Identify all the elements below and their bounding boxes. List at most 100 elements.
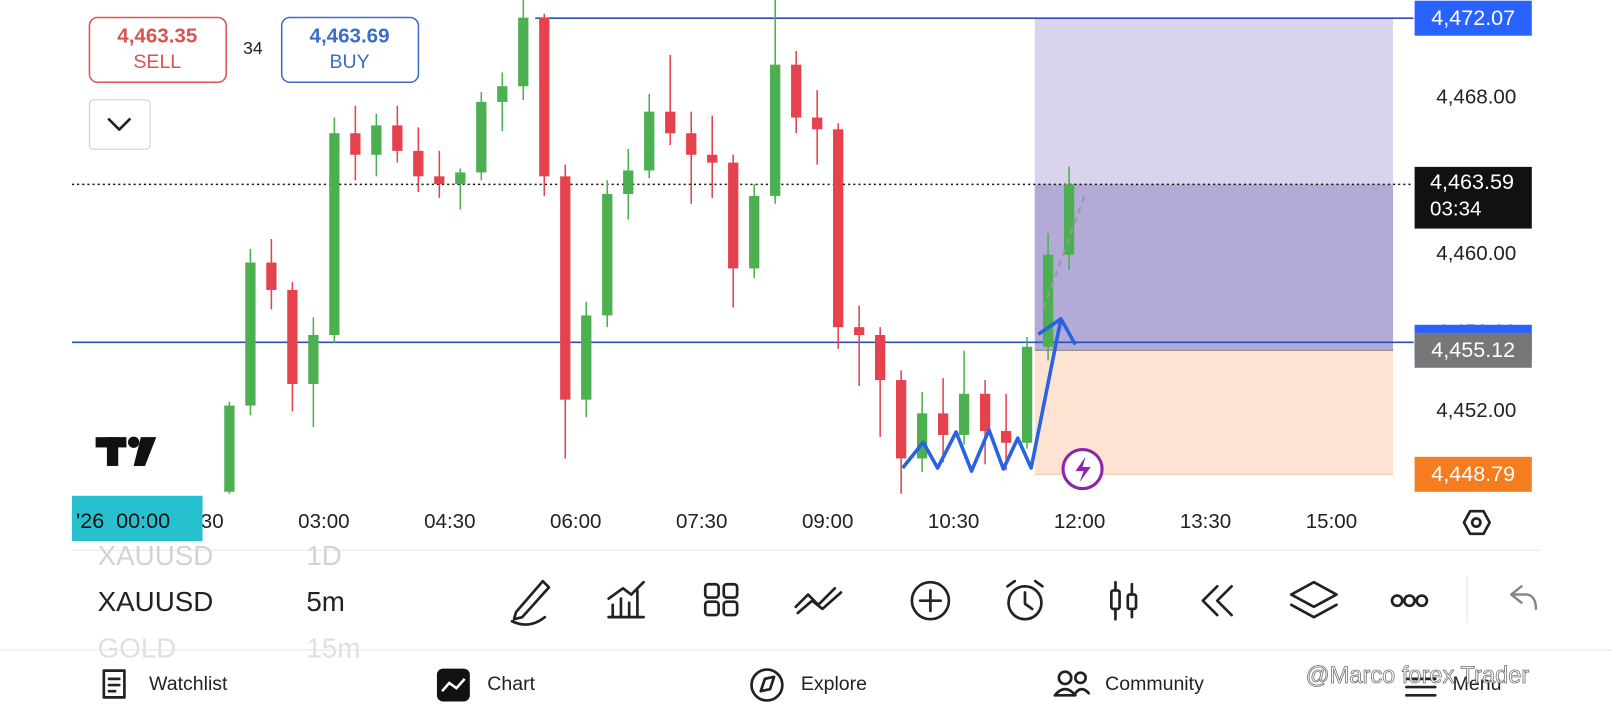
- price-badge-label: 4,472.07: [1431, 5, 1515, 30]
- candle-body: [413, 150, 424, 177]
- candle-body: [266, 262, 277, 290]
- candle-body: [455, 172, 466, 185]
- layout-tool[interactable]: [703, 582, 739, 617]
- nav-item[interactable]: Watchlist: [149, 673, 228, 695]
- sell-label: SELL: [133, 51, 181, 73]
- more-tool[interactable]: [1390, 594, 1429, 608]
- candle-body: [560, 176, 571, 400]
- candle-body: [728, 162, 739, 269]
- last-price-badge: [1414, 166, 1532, 229]
- candle-body: [770, 64, 781, 196]
- nav-icons: [102, 668, 1437, 702]
- nav-item[interactable]: Explore: [801, 673, 867, 695]
- x-tick-label: 13:30: [1180, 510, 1231, 533]
- buy-label: BUY: [329, 51, 369, 73]
- arrow-head: [1037, 317, 1062, 336]
- y-tick-label: 4,468.00: [1436, 85, 1516, 108]
- candle-body: [749, 195, 760, 269]
- candle-body: [812, 117, 823, 130]
- spread: 34: [243, 38, 263, 58]
- candle-body: [224, 405, 235, 492]
- community-icon[interactable]: [1053, 670, 1091, 697]
- candle-body: [518, 17, 529, 87]
- candle-body: [791, 64, 802, 118]
- candle-body: [1042, 254, 1054, 347]
- symbol[interactable]: XAUUSD: [98, 586, 214, 617]
- watermark: @Marco forex Trader: [1306, 663, 1530, 689]
- watchlist-icon[interactable]: [102, 669, 126, 699]
- candle-body: [497, 86, 508, 102]
- collapse-button[interactable]: [88, 99, 151, 150]
- candle-body: [371, 125, 382, 155]
- explore-icon[interactable]: [750, 668, 784, 702]
- settings-dot: [1470, 517, 1482, 528]
- candle-body: [1063, 184, 1075, 255]
- candle-body: [916, 413, 928, 459]
- price-badge-label: 4,448.79: [1431, 461, 1515, 486]
- nav-item[interactable]: Menu: [1453, 673, 1502, 695]
- candle-body: [979, 393, 991, 432]
- price-badge: [1414, 456, 1532, 492]
- candle-body: [434, 176, 445, 185]
- chevron-icon: [107, 117, 131, 131]
- tv-logo: [95, 436, 157, 466]
- layers-tool[interactable]: [1289, 580, 1338, 619]
- symbol-prev[interactable]: XAUUSD: [98, 540, 214, 571]
- candle-body: [937, 413, 949, 435]
- sell-button[interactable]: [88, 16, 227, 84]
- buy-price: 4,463.69: [310, 24, 390, 47]
- chart-icon-line: [441, 678, 466, 693]
- candle-body: [686, 133, 697, 155]
- interval-next[interactable]: 15m: [306, 632, 360, 663]
- candle-body: [644, 111, 655, 171]
- candle-body: [707, 154, 718, 163]
- y-tick-label: 4,460.00: [1436, 242, 1516, 265]
- candle-body: [350, 133, 361, 155]
- candle-body: [329, 133, 340, 336]
- interval[interactable]: 5m: [306, 586, 345, 617]
- sell-price: 4,463.35: [117, 24, 197, 47]
- last-price-label: 4,463.59: [1430, 169, 1514, 194]
- candles-tool[interactable]: [1109, 580, 1138, 621]
- time-label: '26 00:00: [76, 508, 170, 533]
- draw-tool[interactable]: [510, 579, 551, 626]
- settings-icon[interactable]: [1462, 509, 1491, 536]
- price-badge-label: 4,455.12: [1431, 337, 1515, 362]
- undo-tool[interactable]: [1510, 585, 1538, 611]
- projection-line: [1042, 195, 1086, 309]
- alarm-tool[interactable]: [1006, 579, 1044, 621]
- x-tick-label: 10:30: [928, 510, 979, 533]
- x-tick-label: 04:30: [424, 510, 475, 533]
- price-badge: [1414, 332, 1532, 368]
- indicators-tool[interactable]: [607, 580, 645, 619]
- candle-body: [287, 289, 298, 384]
- replay-tool[interactable]: [1201, 584, 1233, 617]
- candle-body: [665, 111, 676, 134]
- candle-body: [833, 129, 844, 328]
- candle-body: [1000, 431, 1012, 443]
- nav-item[interactable]: Community: [1105, 673, 1204, 695]
- candle-body: [1021, 346, 1033, 443]
- x-tick-label: 07:30: [676, 510, 727, 533]
- y-tick-label: 4,452.00: [1436, 399, 1516, 422]
- compare-tool[interactable]: [794, 587, 843, 615]
- open-profit-zone: [1034, 184, 1394, 351]
- candle-body: [896, 380, 907, 459]
- candle-body: [623, 170, 634, 194]
- symbol-next[interactable]: GOLD: [98, 632, 177, 663]
- buy-button[interactable]: [280, 16, 420, 84]
- interval-prev[interactable]: 1D: [306, 540, 341, 571]
- candle-body: [392, 125, 403, 151]
- add-tool[interactable]: [910, 580, 951, 621]
- tool-icons: [510, 576, 1538, 626]
- nav-item[interactable]: Chart: [487, 673, 535, 695]
- candle-body: [854, 327, 865, 336]
- menu-icon[interactable]: [1405, 677, 1437, 697]
- countdown: 03:34: [1430, 198, 1481, 221]
- candle-body: [476, 101, 487, 173]
- candle-body: [602, 193, 613, 316]
- candle-body: [308, 335, 319, 384]
- pattern-drawing: [901, 317, 1077, 473]
- time-label-box: [71, 495, 203, 542]
- plot-area: 4,452.004,456.004,460.004,464.004,468.00…: [71, 0, 1532, 542]
